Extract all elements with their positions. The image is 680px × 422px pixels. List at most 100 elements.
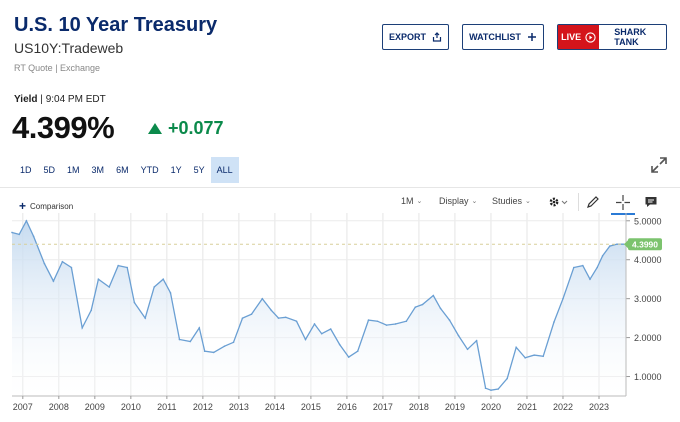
x-tick-label: 2020 (481, 402, 501, 412)
yield-label: Yield (14, 94, 38, 105)
display-dropdown[interactable]: Display ⌄ (439, 196, 477, 206)
data-point (261, 297, 264, 300)
pencil-icon[interactable] (586, 195, 600, 209)
data-point (313, 323, 316, 325)
x-tick-label: 2013 (229, 402, 249, 412)
toolbar-divider (0, 187, 680, 188)
range-all[interactable]: ALL (210, 157, 239, 183)
y-tick-label: 4.0000 (634, 255, 662, 265)
data-point (608, 245, 611, 247)
x-tick-label: 2007 (13, 402, 33, 412)
data-point (572, 266, 575, 269)
data-point (162, 278, 165, 280)
range-5d[interactable]: 5D (43, 165, 56, 175)
range-6m[interactable]: 6M (116, 165, 129, 175)
data-point (475, 339, 478, 342)
x-tick-label: 2017 (373, 402, 393, 412)
data-point (232, 341, 235, 344)
data-point (61, 260, 64, 263)
y-tick-label: 5.0000 (634, 216, 662, 226)
data-point (542, 355, 544, 358)
x-tick-label: 2022 (553, 402, 573, 412)
y-tick-label: 1.0000 (634, 372, 662, 382)
data-point (457, 334, 460, 337)
data-point (81, 327, 84, 329)
data-point (277, 317, 280, 319)
data-point (596, 266, 598, 269)
data-point (338, 343, 341, 346)
x-tick-label: 2019 (445, 402, 465, 412)
interval-label: 1M (401, 196, 414, 206)
quote-time: 9:04 PM EDT (45, 94, 106, 105)
symbol-label: US10Y:Tradeweb (14, 40, 124, 56)
interval-dropdown[interactable]: 1M ⌄ (401, 196, 422, 206)
share-icon (432, 32, 442, 42)
data-point (11, 231, 13, 234)
data-point (203, 350, 206, 353)
live-badge: LIVE (558, 25, 600, 49)
data-point (432, 294, 435, 297)
page-title: U.S. 10 Year Treasury (14, 14, 218, 36)
data-point (394, 323, 397, 325)
x-tick-label: 2021 (517, 402, 537, 412)
current-value-badge (628, 238, 662, 251)
data-point (212, 351, 215, 354)
range-ytd[interactable]: YTD (140, 165, 159, 175)
x-tick-label: 2012 (193, 402, 213, 412)
data-point (320, 332, 323, 335)
data-point (117, 264, 120, 267)
data-point (414, 306, 417, 309)
x-tick-label: 2023 (589, 402, 609, 412)
data-point (515, 346, 517, 349)
data-point (169, 292, 172, 294)
data-point (376, 320, 379, 323)
data-point (448, 319, 451, 321)
data-point (347, 356, 350, 358)
crosshair-icon[interactable] (611, 191, 635, 215)
data-point (270, 309, 273, 312)
range-5y[interactable]: 5Y (193, 165, 205, 175)
series-area (12, 220, 626, 396)
data-point (405, 320, 408, 323)
studies-dropdown[interactable]: Studies ⌄ (492, 196, 531, 206)
watchlist-button[interactable]: WATCHLIST (462, 24, 544, 50)
x-tick-label: 2015 (301, 402, 321, 412)
expand-icon[interactable] (650, 156, 668, 174)
yield-timestamp: Yield | 9:04 PM EDT (14, 94, 106, 105)
export-button[interactable]: EXPORT (382, 24, 449, 50)
x-tick-label: 2016 (337, 402, 357, 412)
shark-tank-live-button[interactable]: LIVE SHARK TANK (557, 24, 667, 50)
price-change: +0.077 (148, 118, 224, 139)
range-1m[interactable]: 1M (67, 165, 80, 175)
data-point (198, 327, 201, 329)
data-point (52, 280, 55, 282)
data-point (295, 320, 298, 323)
current-value-label: 4.3990 (632, 240, 658, 250)
data-point (367, 319, 370, 321)
play-circle-icon (585, 31, 596, 43)
chevron-down-icon: ⌄ (525, 198, 531, 205)
comment-icon[interactable] (644, 195, 658, 209)
data-point (189, 340, 192, 343)
comparison-button[interactable]: + Comparison (19, 199, 73, 213)
data-point (589, 278, 591, 280)
data-point (553, 321, 555, 323)
range-1y[interactable]: 1Y (170, 165, 182, 175)
x-tick-label: 2009 (85, 402, 105, 412)
range-1d[interactable]: 1D (20, 165, 32, 175)
range-selector: 1D 5D 1M 3M 6M YTD 1Y 5Y ALL (14, 157, 239, 183)
range-3m[interactable]: 3M (91, 165, 105, 175)
data-point (250, 313, 253, 316)
gear-icon[interactable] (547, 195, 571, 209)
data-point (126, 266, 129, 269)
data-point (421, 303, 424, 306)
data-point (533, 354, 535, 356)
last-price: 4.399% (12, 110, 115, 145)
change-value: +0.077 (168, 118, 224, 138)
yield-chart[interactable]: 1.0000 2.0000 3.0000 4.0000 5.0000 2007 2008 20… (0, 213, 680, 422)
data-point (439, 307, 442, 310)
live-label: LIVE (561, 32, 582, 42)
data-point (497, 388, 499, 390)
chevron-down-icon: ⌄ (471, 198, 478, 205)
data-point (133, 301, 136, 304)
